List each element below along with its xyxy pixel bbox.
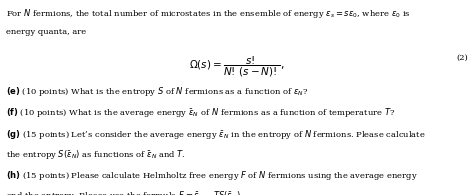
Text: (2): (2) — [456, 54, 468, 62]
Text: For $N$ fermions, the total number of microstates in the ensemble of energy $\va: For $N$ fermions, the total number of mi… — [6, 7, 410, 20]
Text: $\mathbf{(h)}$ (15 points) Please calculate Helmholtz free energy $F$ of $N$ fer: $\mathbf{(h)}$ (15 points) Please calcul… — [6, 169, 418, 182]
Text: $\mathbf{(f)}$ (10 points) What is the average energy $\bar{\varepsilon}_N$ of $: $\mathbf{(f)}$ (10 points) What is the a… — [6, 106, 395, 119]
Text: energy quanta, are: energy quanta, are — [6, 28, 86, 36]
Text: $\Omega(s) = \dfrac{s!}{N!\,(s-N)!},$: $\Omega(s) = \dfrac{s!}{N!\,(s-N)!},$ — [189, 55, 285, 79]
Text: and the entropy. Please use the formula $F = \bar{\varepsilon}_N - TS(\bar{\vare: and the entropy. Please use the formula … — [6, 189, 243, 195]
Text: the entropy $S(\bar{\varepsilon}_N)$ as functions of $\bar{\varepsilon}_N$ and $: the entropy $S(\bar{\varepsilon}_N)$ as … — [6, 148, 185, 161]
Text: $\mathbf{(g)}$ (15 points) Let’s consider the average energy $\bar{\varepsilon}_: $\mathbf{(g)}$ (15 points) Let’s conside… — [6, 128, 426, 141]
Text: $\mathbf{(e)}$ (10 points) What is the entropy $S$ of $N$ fermions as a function: $\mathbf{(e)}$ (10 points) What is the e… — [6, 85, 308, 98]
